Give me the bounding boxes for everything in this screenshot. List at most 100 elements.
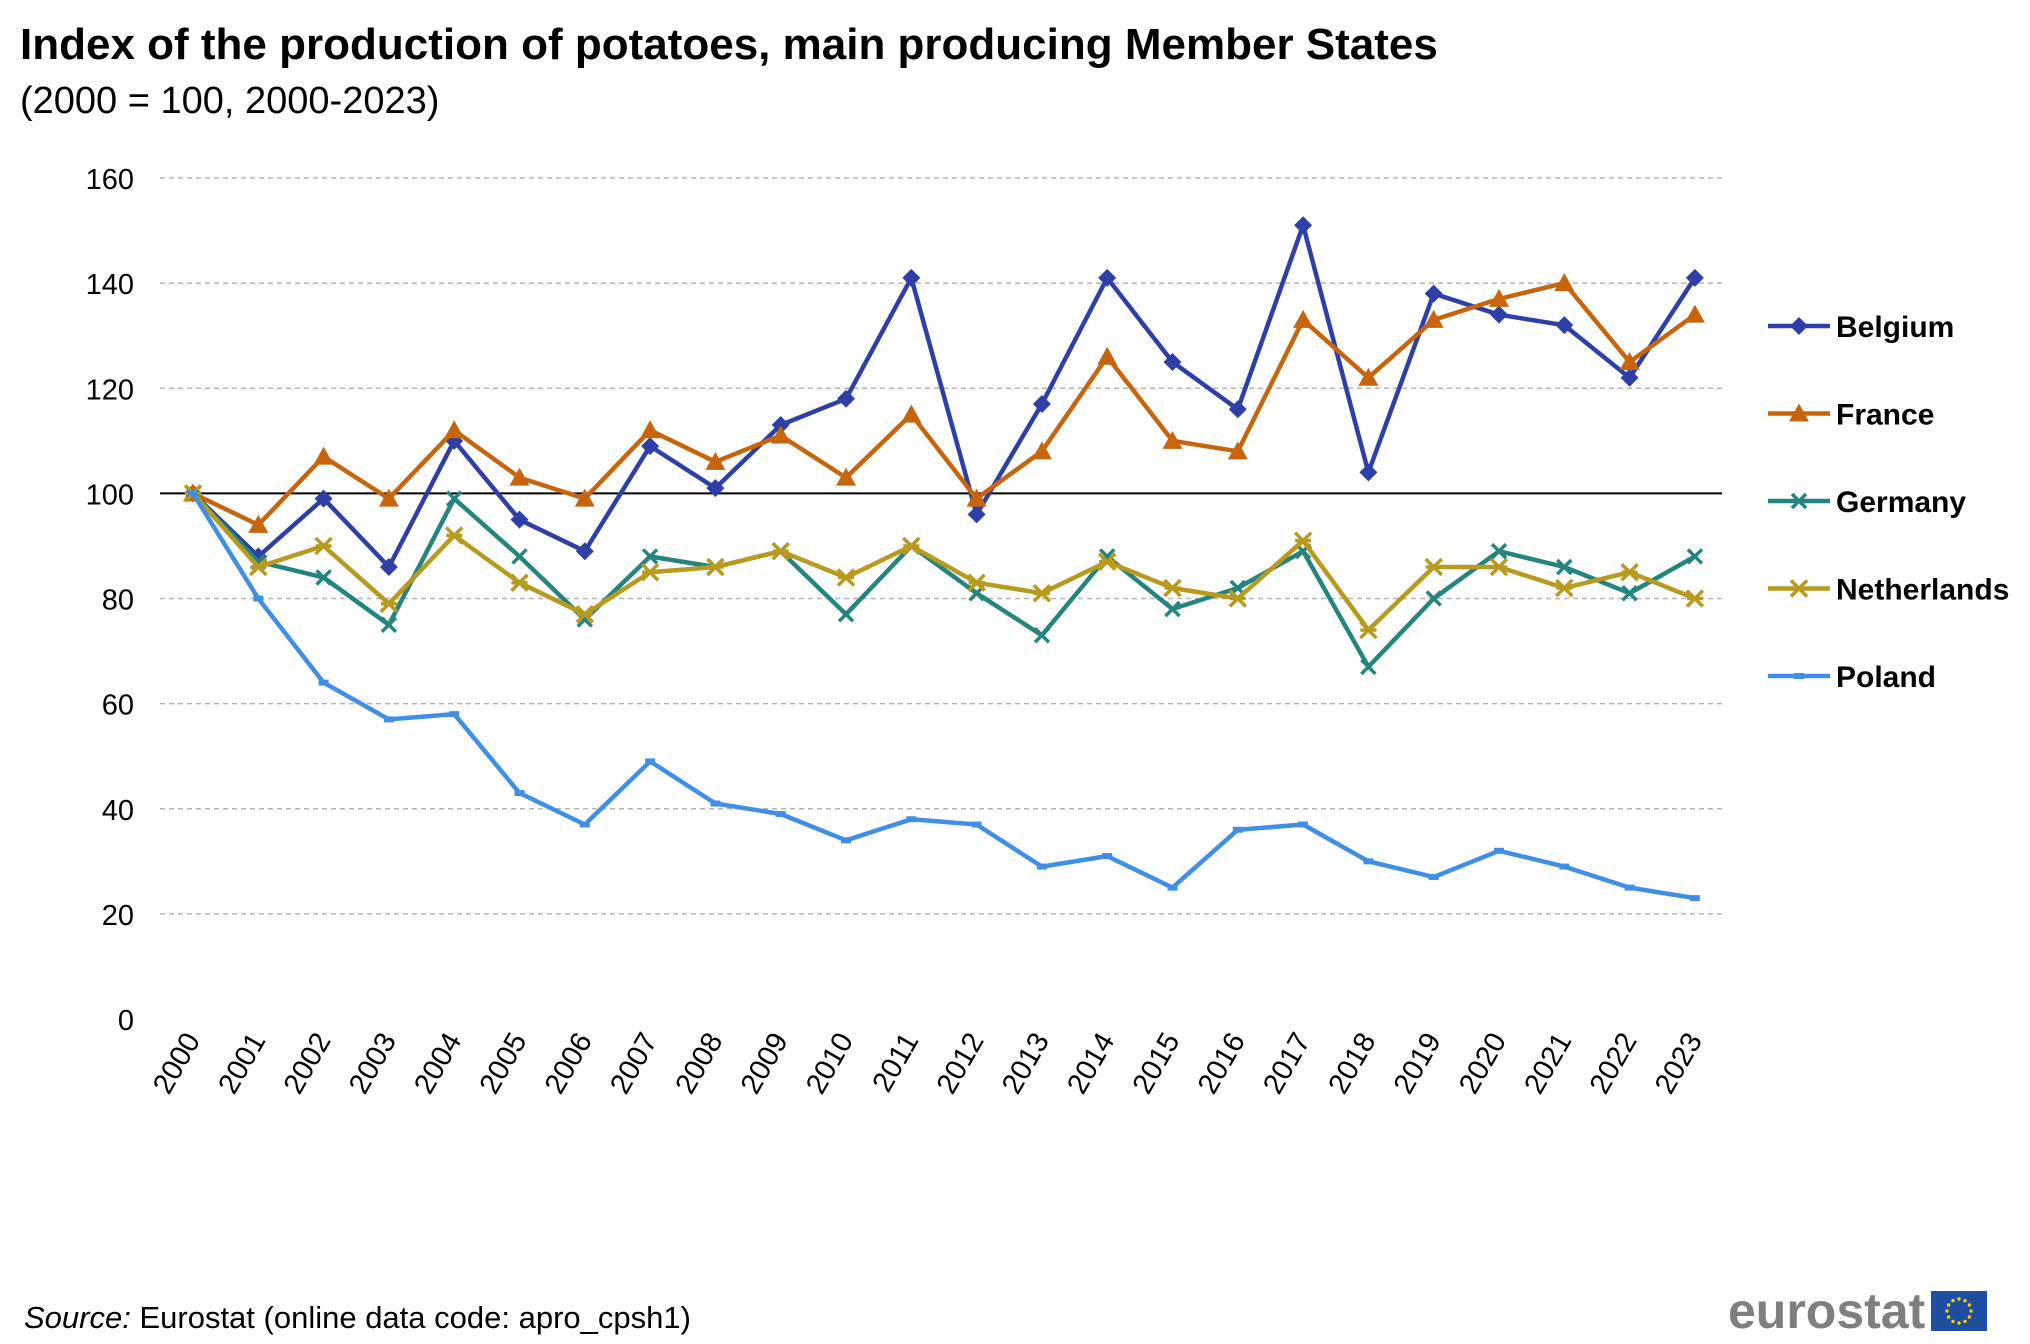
data-point-france <box>1097 346 1118 365</box>
data-point-poland <box>514 789 525 796</box>
marker-stroke <box>1425 590 1442 607</box>
data-point-germany <box>445 490 463 507</box>
flag-star <box>1951 1298 1955 1303</box>
data-point-poland <box>1363 858 1374 865</box>
data-point-netherlands <box>640 562 660 582</box>
series-lines <box>183 216 1705 902</box>
data-point-netherlands <box>706 557 725 577</box>
data-point-poland <box>253 595 264 602</box>
data-point-germany <box>1621 585 1638 602</box>
marker-stroke <box>1556 558 1573 576</box>
legend-label-france: France <box>1836 399 1934 432</box>
data-point-netherlands <box>249 557 268 577</box>
x-tick-label: 2016 <box>1192 1028 1252 1100</box>
data-point-poland <box>1428 874 1439 881</box>
series-netherlands <box>183 484 1705 640</box>
data-point-netherlands <box>1228 589 1248 608</box>
data-point-france <box>640 420 661 439</box>
eurostat-logo: eurostat <box>1728 1283 1988 1339</box>
data-point-germany <box>511 548 528 565</box>
legend-item-france: France <box>1768 399 1934 432</box>
y-tick-label: 160 <box>86 164 134 196</box>
data-point-france <box>1423 309 1444 328</box>
data-point-poland <box>1494 847 1504 854</box>
data-point-belgium <box>1424 284 1443 303</box>
marker-stroke <box>315 569 332 586</box>
legend-item-poland: Poland <box>1768 661 1936 694</box>
data-point-france <box>770 425 791 444</box>
data-point-poland <box>318 679 329 686</box>
flag-star <box>1957 1321 1961 1325</box>
legend-marker-belgium <box>1790 317 1808 335</box>
x-tick-label: 2013 <box>996 1028 1056 1100</box>
data-point-belgium <box>706 479 725 498</box>
x-tick-label: 2011 <box>866 1028 925 1098</box>
data-point-netherlands <box>575 605 595 624</box>
series-line-belgium <box>190 223 1698 570</box>
x-tick-label: 2023 <box>1649 1028 1709 1100</box>
data-point-france <box>509 467 530 486</box>
data-point-france <box>574 488 595 507</box>
data-point-poland <box>1689 895 1700 902</box>
data-point-france <box>705 451 726 470</box>
marker-stroke <box>1360 658 1377 676</box>
data-point-belgium <box>1490 305 1508 324</box>
data-point-germany <box>1164 600 1181 618</box>
data-point-belgium <box>771 416 790 435</box>
data-point-belgium <box>1228 400 1247 419</box>
data-point-poland <box>1559 863 1570 870</box>
x-tick-label: 2004 <box>408 1028 468 1100</box>
data-point-netherlands <box>902 536 921 556</box>
data-point-france <box>313 446 334 465</box>
flag-star <box>1967 1315 1972 1319</box>
marker-stroke <box>445 490 463 507</box>
legend-item-germany: Germany <box>1768 486 1966 519</box>
data-point-netherlands <box>1555 578 1574 598</box>
x-tick-label: 2003 <box>343 1028 403 1100</box>
data-point-belgium <box>510 510 529 529</box>
x-tick-label: 2019 <box>1388 1028 1448 1100</box>
source-note: Source: Eurostat (online data code: apro… <box>24 1300 691 1336</box>
series-poland <box>188 490 1700 902</box>
legend: Belgium France Germany Netherlands Poland <box>1768 311 2009 694</box>
data-point-poland <box>1298 821 1309 828</box>
series-france <box>183 273 1705 533</box>
legend-label-belgium: Belgium <box>1836 311 1954 344</box>
data-point-belgium <box>575 542 594 561</box>
data-point-france <box>1619 351 1640 370</box>
data-point-belgium <box>641 437 660 456</box>
data-point-france <box>1293 309 1314 328</box>
x-tick-label: 2022 <box>1584 1028 1644 1100</box>
x-tick-label: 2006 <box>539 1028 599 1100</box>
data-point-belgium <box>1294 216 1313 235</box>
data-point-france <box>1684 304 1705 323</box>
flag-star <box>1945 1309 1949 1313</box>
data-point-france <box>1358 367 1379 386</box>
data-point-germany <box>1686 548 1704 565</box>
legend-marker-poland <box>1794 673 1804 679</box>
data-point-netherlands <box>444 526 464 545</box>
data-point-poland <box>579 821 590 828</box>
data-point-poland <box>1167 884 1178 891</box>
data-point-netherlands <box>379 594 399 613</box>
x-tick-label: 2008 <box>669 1028 729 1100</box>
x-tick-label: 2010 <box>800 1028 860 1100</box>
y-tick-label: 120 <box>86 374 134 406</box>
x-tick-label: 2014 <box>1061 1028 1121 1100</box>
marker-stroke <box>1033 627 1051 644</box>
legend-item-netherlands: Netherlands <box>1768 574 2009 607</box>
legend-marker-netherlands <box>1789 579 1809 598</box>
series-line-france <box>190 280 1698 528</box>
x-tick-label: 2002 <box>278 1028 338 1100</box>
data-point-netherlands <box>967 573 986 592</box>
legend-label-germany: Germany <box>1836 486 1966 519</box>
flag-star <box>1963 1319 1967 1324</box>
data-point-france <box>248 514 269 533</box>
data-point-poland <box>710 800 721 807</box>
gridlines <box>160 177 1722 915</box>
y-tick-label: 80 <box>102 585 134 617</box>
marker-stroke <box>1790 492 1808 510</box>
data-point-germany <box>641 548 659 565</box>
data-point-poland <box>775 811 786 818</box>
marker-stroke <box>1621 585 1638 602</box>
